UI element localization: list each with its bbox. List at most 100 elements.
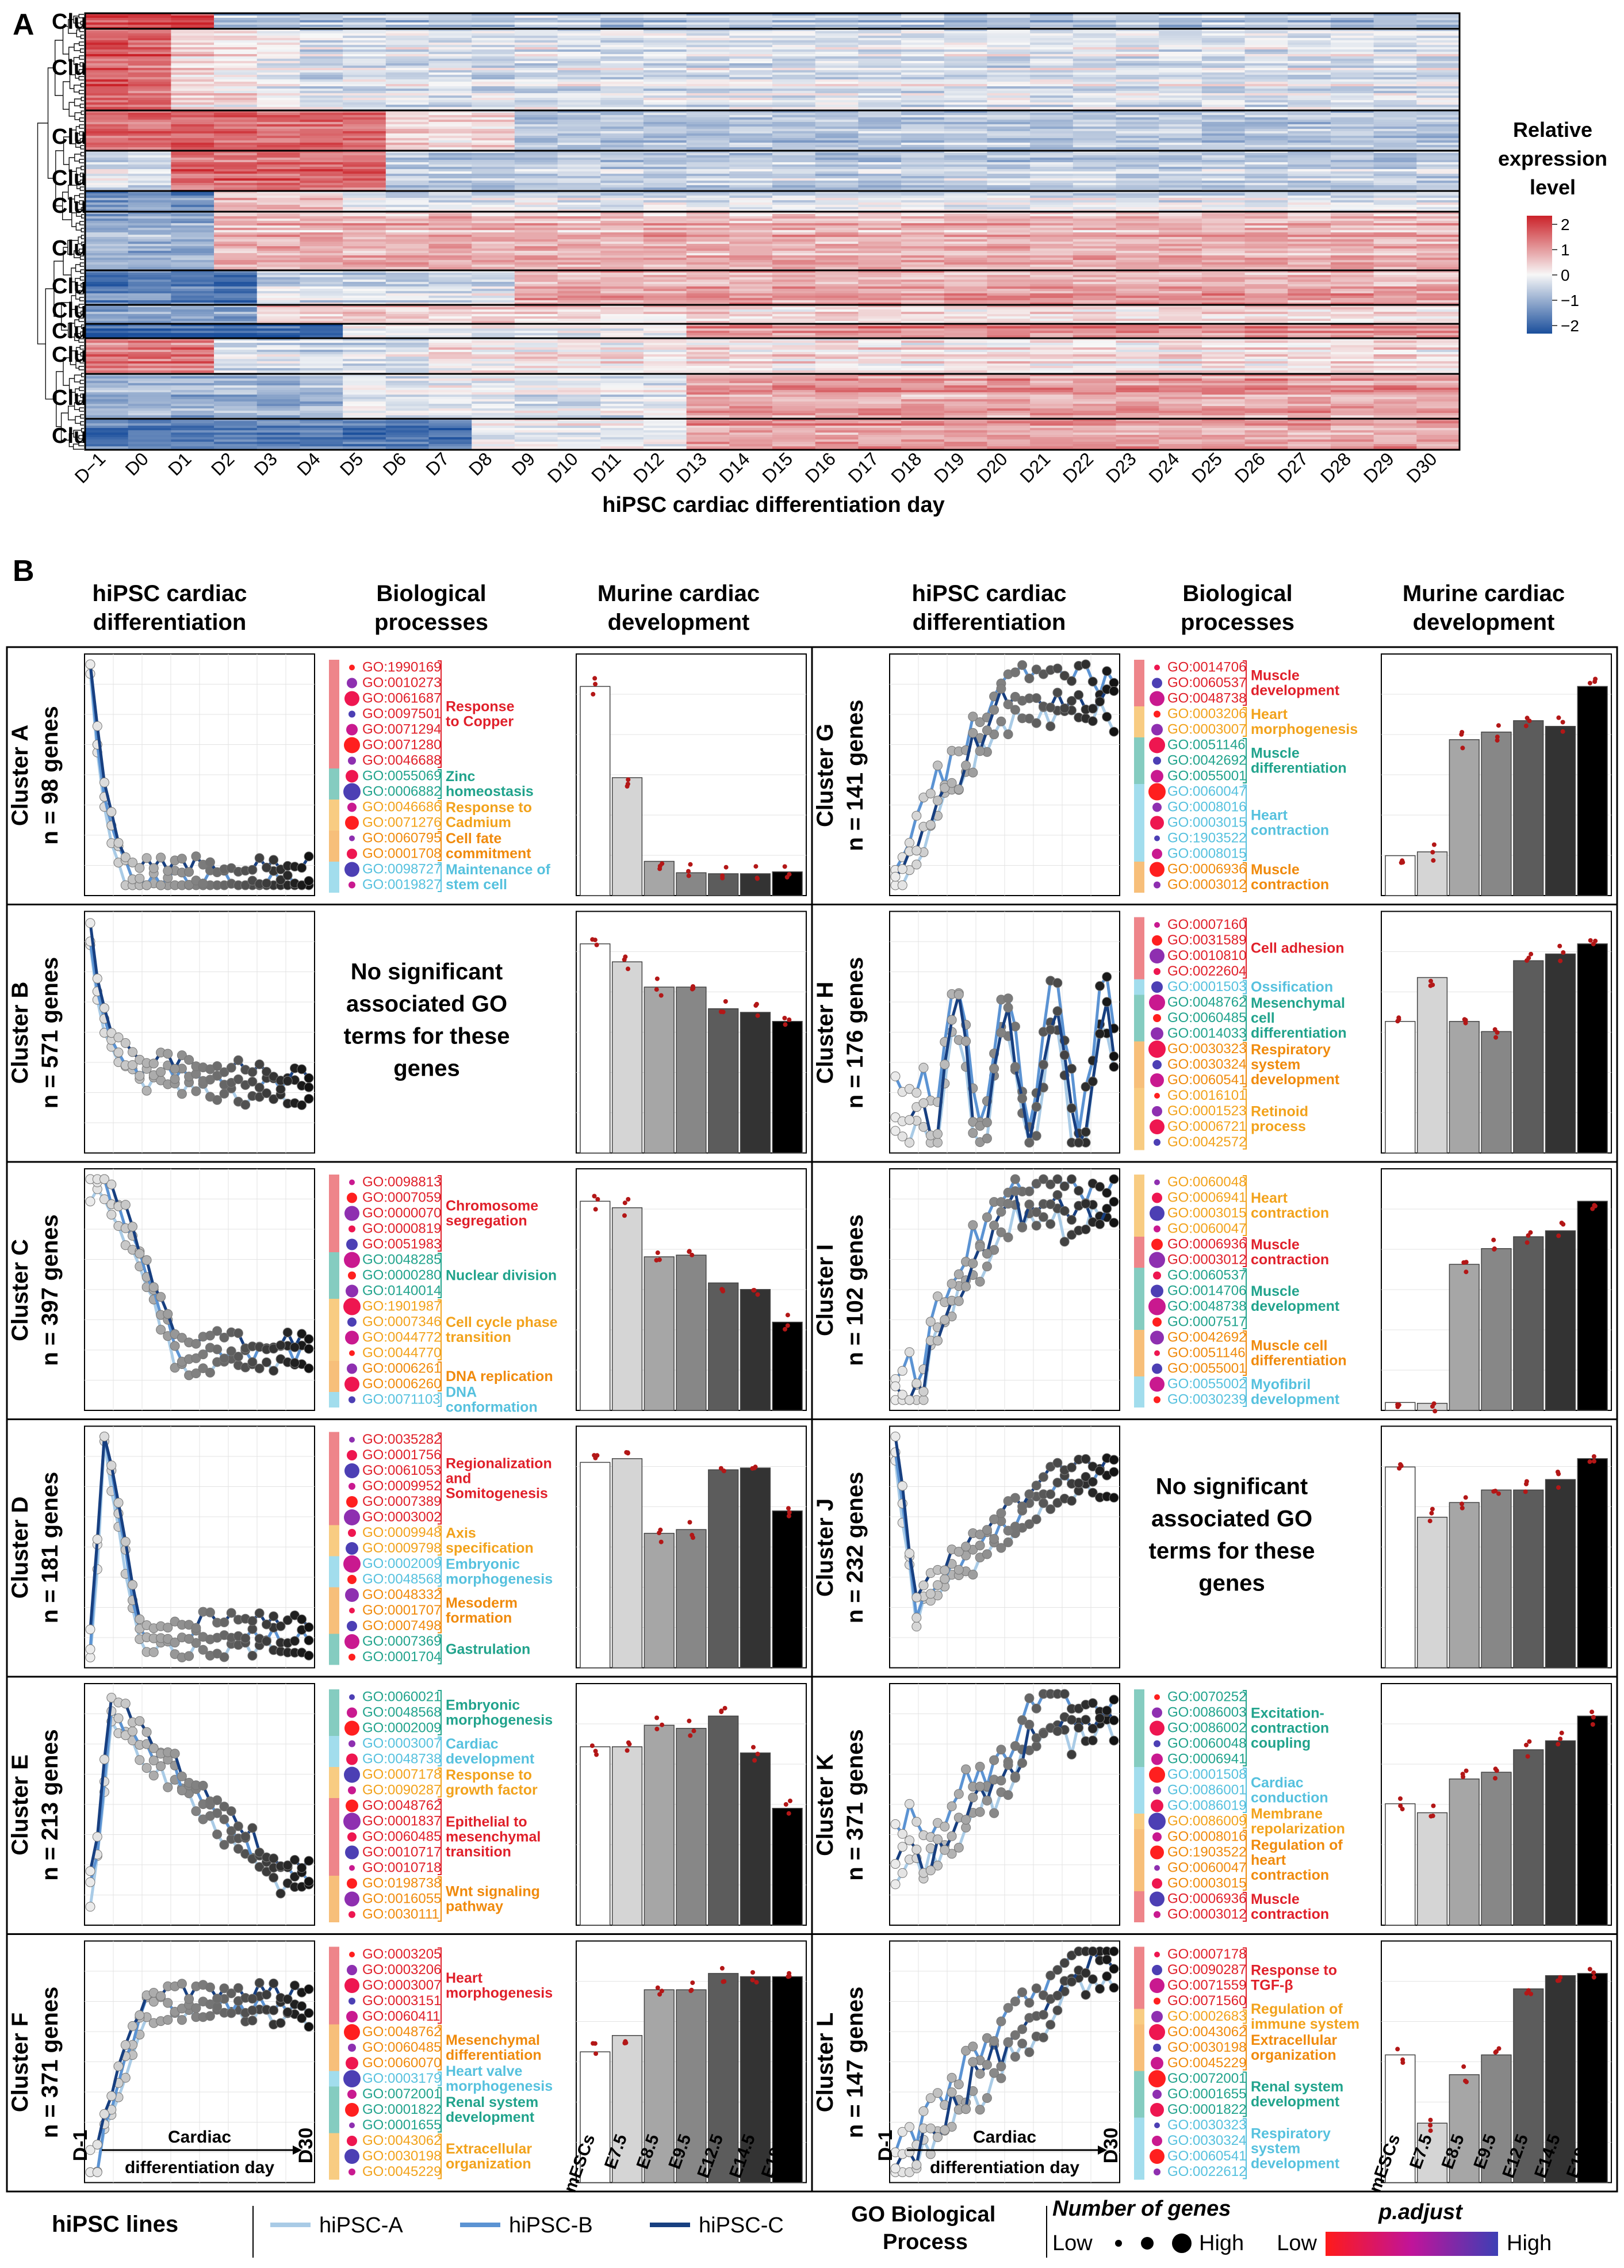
heatmap-cell (1244, 314, 1288, 317)
heatmap-cell (772, 95, 816, 98)
heatmap-cell (472, 56, 515, 59)
heatmap-cell (1159, 314, 1202, 317)
heatmap-cell (1330, 262, 1374, 265)
heatmap-cell (686, 140, 730, 143)
heatmap-cell (256, 61, 301, 64)
heatmap-cell (1116, 105, 1159, 108)
heatmap-cell (171, 326, 215, 329)
heatmap-cell (858, 198, 902, 201)
heatmap-cell (1373, 122, 1417, 125)
heatmap-cell (256, 131, 301, 134)
heatmap-cell (729, 167, 773, 170)
heatmap-cell (600, 298, 644, 301)
heatmap-cell (1116, 47, 1159, 50)
heatmap-cell (1288, 270, 1331, 273)
heatmap-cell (385, 70, 430, 73)
heatmap-cell (815, 63, 859, 66)
heatmap-cell (1159, 191, 1202, 194)
heatmap-cell (171, 82, 215, 85)
heatmap-cell (428, 95, 472, 98)
heatmap-cell (600, 273, 644, 276)
heatmap-cell (1073, 280, 1117, 282)
heatmap-cell (1288, 230, 1331, 233)
heatmap-cell (514, 303, 558, 305)
heatmap-cell (1201, 131, 1246, 134)
heatmap-cell (772, 36, 816, 39)
heatmap-cell (772, 185, 816, 188)
heatmap-cell (428, 68, 472, 71)
heatmap-cell (1416, 207, 1460, 210)
heatmap-cell (1159, 176, 1202, 179)
heatmap-cell (1159, 49, 1202, 52)
heatmap-cell (600, 305, 644, 308)
heatmap-cell (643, 183, 687, 186)
heatmap-cell (472, 265, 515, 267)
heatmap-cell (1030, 214, 1074, 217)
heatmap-cell (643, 72, 687, 75)
heatmap-cell (385, 212, 430, 215)
heatmap-cell (343, 25, 386, 28)
heatmap-cell (1416, 45, 1460, 48)
heatmap-cell (256, 273, 301, 276)
heatmap-cell (300, 45, 343, 48)
heatmap-cell (1159, 239, 1202, 242)
heatmap-cell (1030, 138, 1074, 141)
heatmap-cell (385, 98, 430, 101)
heatmap-cell (815, 107, 859, 110)
heatmap-cell (1073, 61, 1117, 64)
heatmap-cell (944, 300, 988, 303)
heatmap-cell (428, 300, 472, 303)
heatmap-cell (514, 198, 558, 201)
heatmap-cell (858, 43, 902, 45)
heatmap-cell (171, 95, 215, 98)
heatmap-cell (643, 120, 687, 123)
heatmap-cell (729, 136, 773, 139)
heatmap-cell (1416, 129, 1460, 132)
heatmap-cell (128, 91, 171, 94)
heatmap-cell (772, 127, 816, 129)
heatmap-cell (1416, 66, 1460, 68)
heatmap-cell (1330, 331, 1374, 334)
heatmap-cell (901, 246, 945, 249)
heatmap-cell (772, 347, 816, 350)
heatmap-cell (643, 319, 687, 322)
heatmap-cell (256, 102, 301, 105)
heatmap-cell (901, 228, 945, 231)
heatmap-cell (171, 275, 215, 278)
heatmap-cell (901, 45, 945, 48)
heatmap-cell (1159, 174, 1202, 177)
heatmap-cell (643, 193, 687, 196)
heatmap-cell (343, 133, 386, 136)
heatmap-cell (472, 16, 515, 18)
heatmap-cell (472, 343, 515, 346)
heatmap-cell (944, 265, 988, 267)
heatmap-cell (686, 225, 730, 228)
heatmap-cell (128, 127, 171, 129)
heatmap-cell (944, 191, 988, 194)
heatmap-cell (901, 193, 945, 196)
heatmap-cell (343, 22, 386, 25)
heatmap-cell (1330, 230, 1374, 233)
heatmap-cell (1073, 319, 1117, 322)
heatmap-cell (385, 239, 430, 242)
heatmap-cell (1201, 40, 1246, 43)
heatmap-cell (1288, 258, 1331, 261)
heatmap-cell (256, 200, 301, 203)
heatmap-cell (85, 79, 129, 82)
heatmap-cell (643, 198, 687, 201)
heatmap-cell (772, 138, 816, 141)
heatmap-cell (1244, 153, 1288, 156)
heatmap-cell (1030, 338, 1074, 341)
heatmap-cell (171, 102, 215, 105)
heatmap-cell (1288, 16, 1331, 18)
heatmap-cell (729, 305, 773, 308)
heatmap-cell (729, 350, 773, 353)
heatmap-cell (729, 49, 773, 52)
heatmap-cell (300, 235, 343, 238)
heatmap-cell (428, 131, 472, 134)
heatmap-cell (600, 345, 644, 348)
heatmap-cell (1416, 63, 1460, 66)
heatmap-cell (1201, 267, 1246, 270)
heatmap-cell (85, 100, 129, 103)
heatmap-cell (686, 158, 730, 160)
